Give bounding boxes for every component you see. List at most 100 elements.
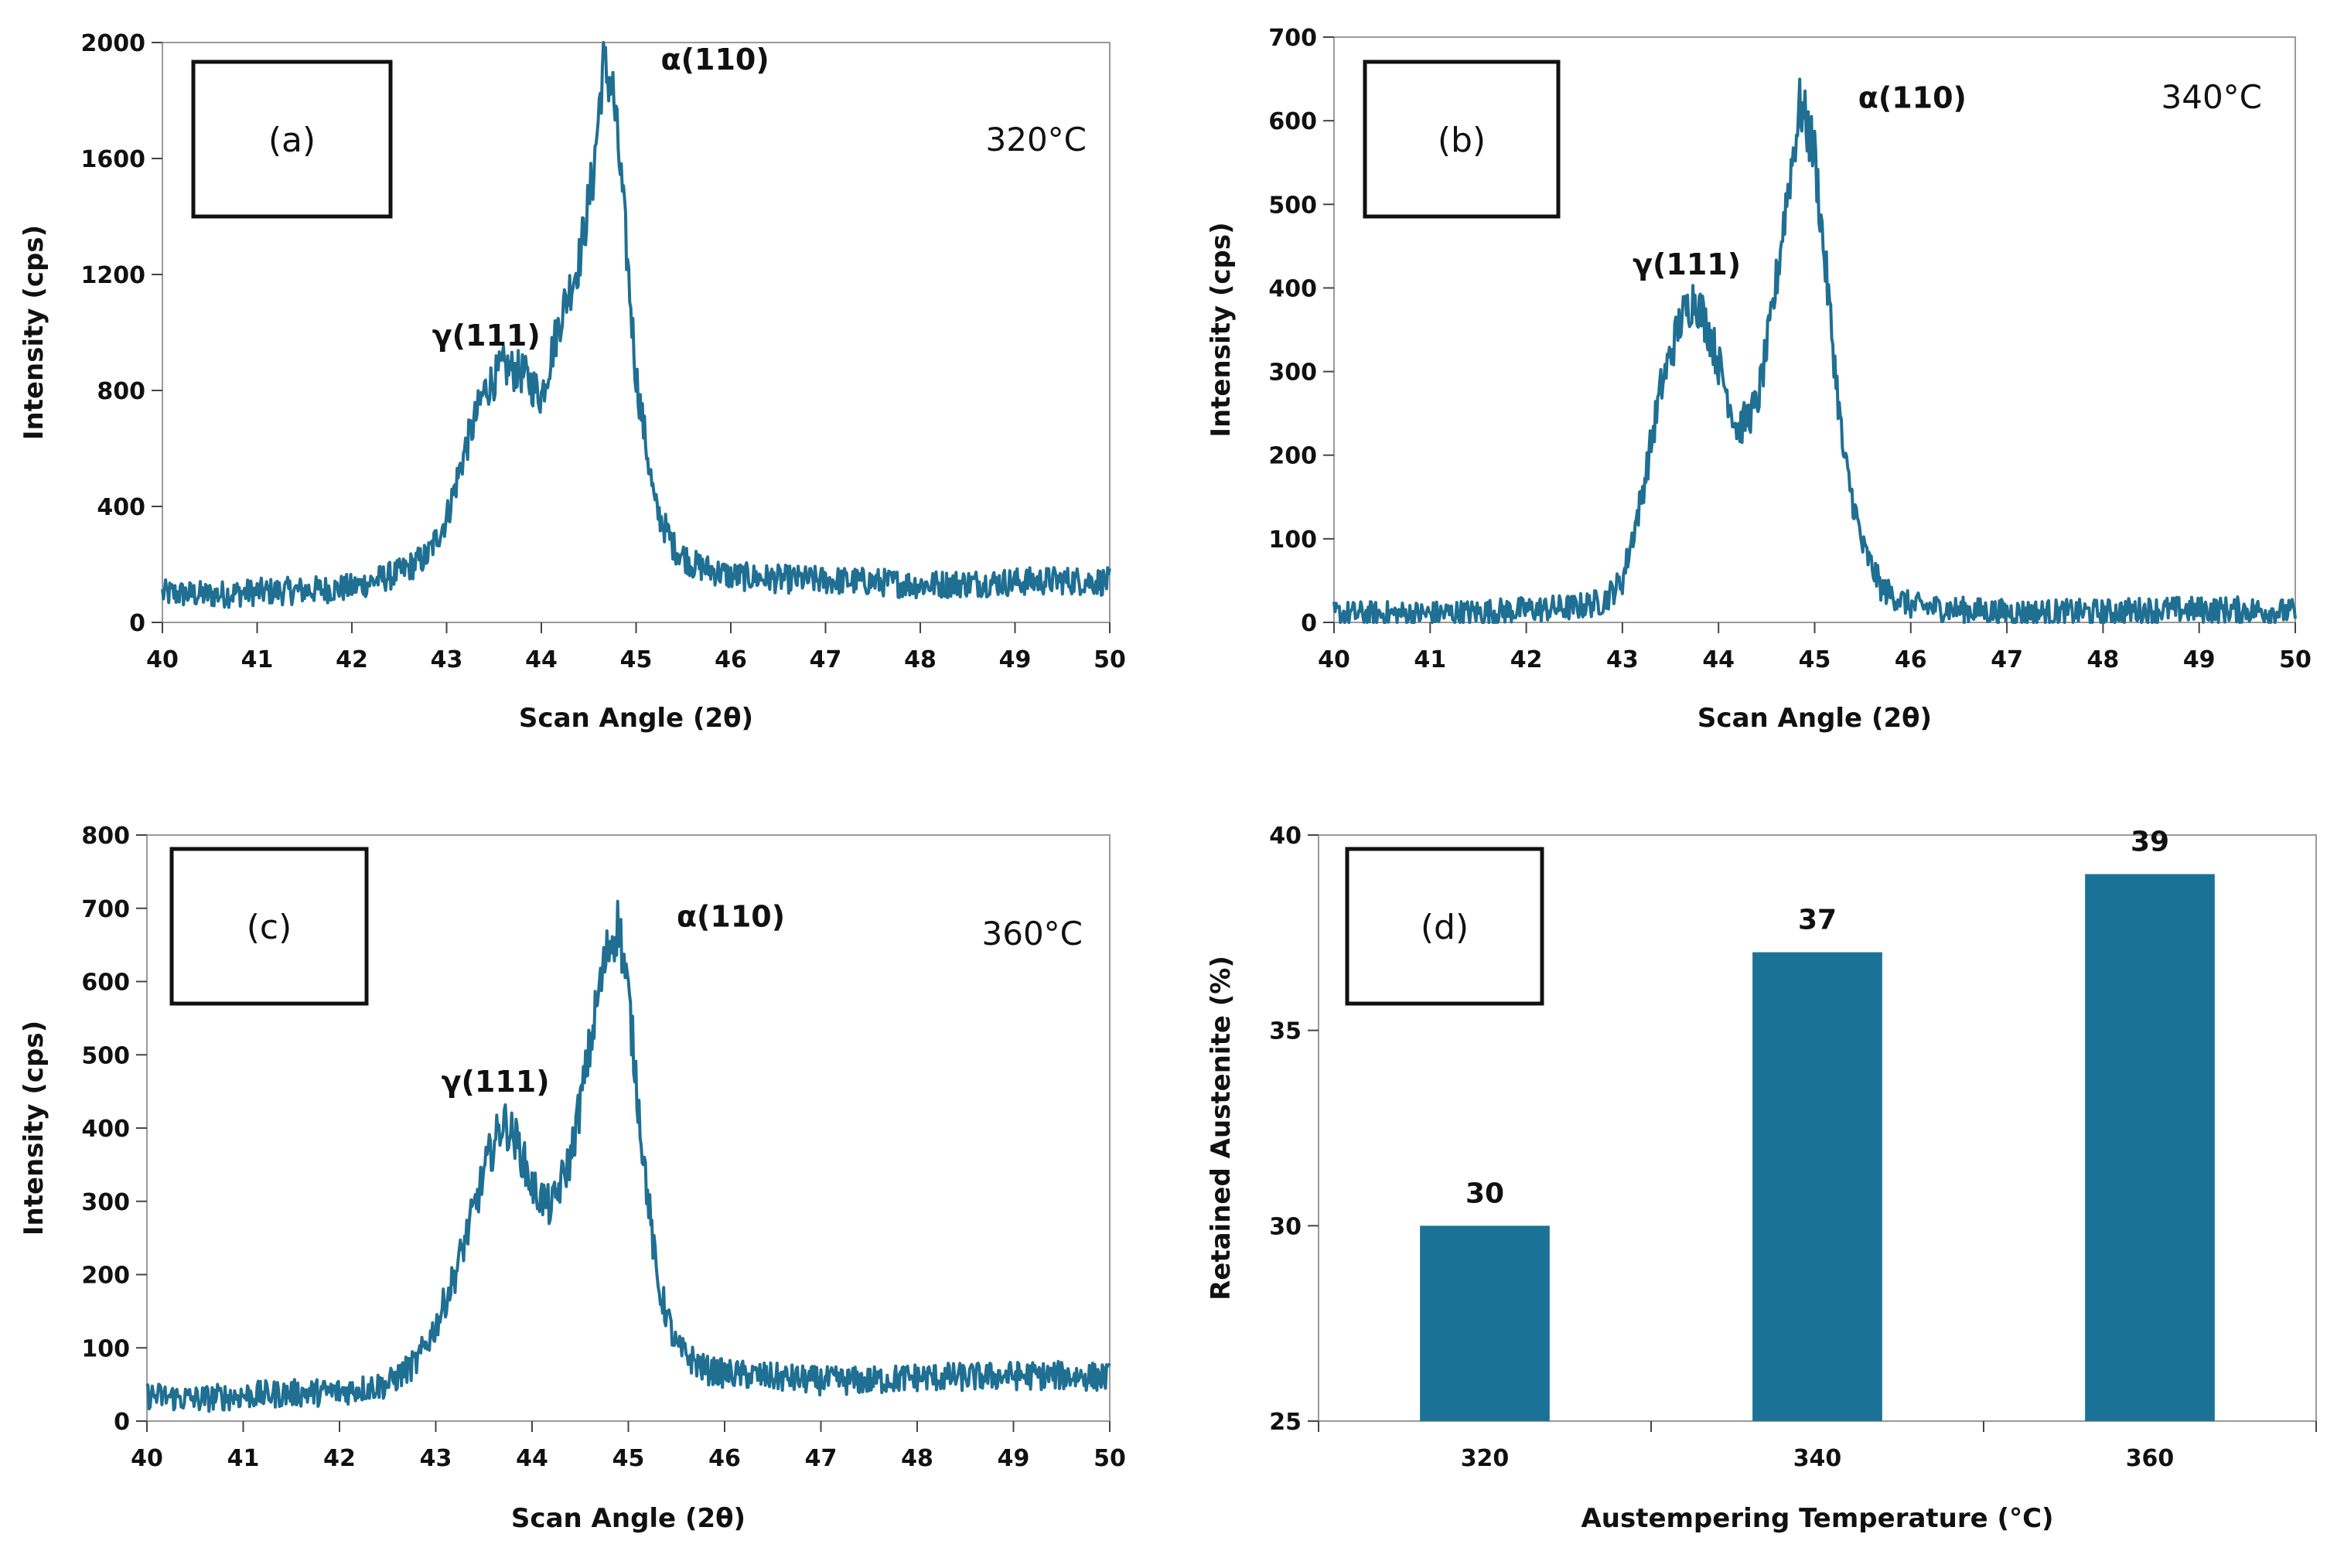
series-line [161, 41, 1111, 609]
bar-value-label: 37 [1798, 905, 1837, 936]
panel-d: 25 30 35 40 Retained Austenite (%) Austemperi… [1206, 823, 2317, 1534]
x-axis-label: Scan Angle (2θ) [511, 1503, 746, 1534]
x-tick-label: 48 [904, 646, 937, 673]
x-axis-label: Scan Angle (2θ) [1697, 703, 1932, 734]
panel-label: (d) [1421, 908, 1469, 947]
y-tick-label: 700 [81, 896, 130, 923]
x-tick-label: 44 [516, 1445, 548, 1472]
y-axis-label: Intensity (cps) [1206, 222, 1237, 437]
peak-annotation: α(110) [1858, 81, 1967, 115]
panel-a: 0 400 800 1200 1600 2000 Intensity (cps) Scan A… [19, 30, 1126, 734]
x-tick-label: 44 [1702, 646, 1735, 673]
panel-label: (b) [1438, 121, 1486, 160]
bar-value-label: 39 [2131, 827, 2169, 858]
y-axis-label: Intensity (cps) [19, 225, 49, 440]
x-tick-label: 45 [620, 646, 653, 673]
x-tick-label: 47 [1991, 646, 2023, 673]
x-axis-label: Austempering Temperature (°C) [1581, 1503, 2053, 1534]
panel-label-box [1363, 60, 1561, 219]
x-tick-label: 41 [1414, 646, 1446, 673]
y-tick-label: 100 [1268, 527, 1317, 554]
x-tick-label: 46 [715, 646, 747, 673]
y-tick-label: 300 [81, 1189, 130, 1216]
y-tick-label: 400 [1268, 275, 1317, 302]
y-tick-label: 30 [1269, 1213, 1302, 1240]
y-tick-label: 1600 [81, 146, 146, 173]
y-tick-label: 800 [81, 823, 130, 850]
bar-value-label: 30 [1465, 1178, 1504, 1209]
panel-label-box [191, 60, 393, 219]
series-line [145, 899, 1111, 1413]
y-tick-label: 2000 [81, 30, 146, 57]
peak-annotation: γ(111) [1633, 247, 1741, 281]
x-tick-label: 42 [1510, 646, 1543, 673]
condition-label: 360°C [982, 915, 1083, 953]
x-tick-label: 40 [146, 646, 179, 673]
x-tick-label: 49 [998, 1445, 1030, 1472]
x-axis-label: Scan Angle (2θ) [519, 703, 753, 734]
x-tick-label: 46 [1895, 646, 1927, 673]
panel-label-box [169, 847, 369, 1006]
x-tick-label: 360 [2126, 1445, 2175, 1472]
x-tick-label: 46 [708, 1445, 741, 1472]
y-tick-label: 200 [1268, 443, 1317, 470]
y-tick-label: 25 [1269, 1409, 1302, 1436]
x-tick-label: 44 [525, 646, 558, 673]
y-tick-label: 400 [81, 1116, 130, 1143]
x-tick-label: 49 [999, 646, 1032, 673]
y-tick-label: 500 [81, 1042, 130, 1069]
peak-annotation: γ(111) [432, 319, 541, 353]
peak-annotation: α(110) [661, 43, 769, 77]
x-tick-label: 43 [1606, 646, 1639, 673]
y-tick-label: 200 [81, 1263, 130, 1290]
y-tick-label: 40 [1269, 823, 1302, 850]
x-tick-label: 320 [1461, 1445, 1510, 1472]
x-tick-label: 45 [612, 1445, 645, 1472]
y-tick-label: 35 [1269, 1018, 1302, 1045]
x-tick-label: 48 [901, 1445, 933, 1472]
panel-label: (c) [247, 908, 292, 947]
x-tick-label: 50 [1094, 1445, 1126, 1472]
y-axis-label: Intensity (cps) [19, 1021, 49, 1236]
peak-annotation: γ(111) [442, 1065, 550, 1099]
x-tick-label: 43 [431, 646, 463, 673]
x-tick-label: 47 [810, 646, 842, 673]
y-tick-label: 500 [1268, 192, 1317, 219]
bar-340 [1752, 952, 1882, 1421]
y-tick-label: 300 [1268, 360, 1317, 387]
y-tick-label: 100 [81, 1335, 130, 1362]
x-tick-label: 48 [2087, 646, 2120, 673]
series-line [1332, 77, 2297, 624]
x-tick-label: 40 [131, 1445, 163, 1472]
x-tick-label: 43 [420, 1445, 452, 1472]
x-tick-label: 41 [227, 1445, 260, 1472]
bar-320 [1420, 1225, 1550, 1421]
y-tick-label: 700 [1268, 25, 1317, 52]
x-tick-label: 42 [336, 646, 368, 673]
condition-label: 340°C [2161, 78, 2263, 116]
y-tick-label: 400 [97, 494, 145, 521]
y-tick-label: 0 [129, 610, 145, 637]
x-tick-label: 50 [2279, 646, 2312, 673]
panel-b: 0 100 200 300 400 500 600 700 Intensity (cps) Sca… [1206, 25, 2312, 734]
panel-c: 0 100 200 300 400 500 600 700 800 Intensity (cps)… [19, 823, 1126, 1534]
panel-label: (a) [268, 121, 316, 160]
y-axis-label: Retained Austenite (%) [1206, 956, 1237, 1300]
x-tick-label: 42 [323, 1445, 356, 1472]
y-tick-label: 1200 [81, 262, 146, 289]
condition-label: 320°C [986, 121, 1087, 159]
bar-360 [2085, 874, 2215, 1421]
panel-label-box [1345, 847, 1544, 1006]
y-tick-label: 0 [114, 1409, 130, 1436]
x-tick-label: 340 [1793, 1445, 1842, 1472]
y-tick-label: 800 [97, 378, 145, 405]
x-tick-label: 47 [805, 1445, 838, 1472]
x-tick-label: 49 [2183, 646, 2216, 673]
x-tick-label: 40 [1318, 646, 1350, 673]
x-tick-label: 45 [1799, 646, 1831, 673]
x-tick-label: 41 [241, 646, 274, 673]
y-tick-label: 600 [1268, 108, 1317, 135]
peak-annotation: α(110) [677, 900, 785, 934]
y-tick-label: 0 [1301, 610, 1317, 637]
